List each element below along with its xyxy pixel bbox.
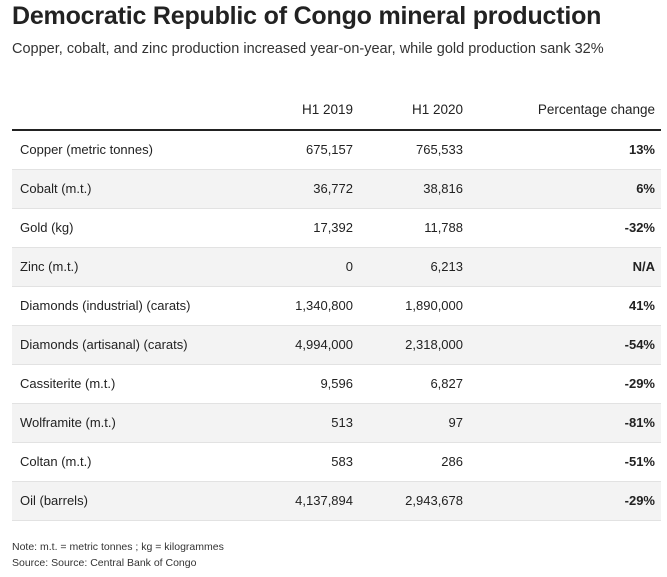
row-h1-2019: 513	[331, 415, 353, 430]
table-row: Oil (barrels) 4,137,894 2,943,678 -29%	[12, 482, 661, 521]
table-row: Gold (kg) 17,392 11,788 -32%	[12, 209, 661, 248]
row-change: -29%	[624, 493, 655, 508]
row-label: Oil (barrels)	[20, 493, 88, 508]
row-change: 41%	[628, 298, 655, 313]
row-h1-2020: 765,533	[416, 142, 463, 157]
table-row: Coltan (m.t.) 583 286 -51%	[12, 443, 661, 482]
table-row: Cassiterite (m.t.) 9,596 6,827 -29%	[12, 365, 661, 404]
row-h1-2020: 38,816	[423, 181, 463, 196]
row-h1-2020: 6,213	[430, 259, 463, 274]
source-note: Source: Source: Central Bank of Congo	[12, 557, 197, 569]
row-label: Cassiterite (m.t.)	[20, 376, 116, 391]
row-change: 6%	[636, 181, 655, 196]
row-h1-2019: 17,392	[313, 220, 353, 235]
row-h1-2020: 11,788	[424, 220, 463, 235]
table-row: Wolframite (m.t.) 513 97 -81%	[12, 404, 661, 443]
row-label: Wolframite (m.t.)	[20, 415, 116, 430]
page-subtitle: Copper, cobalt, and zinc production incr…	[12, 41, 604, 57]
row-change: -29%	[624, 376, 655, 391]
header-h1-2020: H1 2020	[411, 102, 463, 117]
row-h1-2019: 4,137,894	[295, 493, 353, 508]
row-h1-2020: 6,827	[430, 376, 463, 391]
row-h1-2020: 2,318,000	[405, 337, 463, 352]
row-h1-2020: 286	[441, 454, 463, 469]
row-h1-2019: 583	[331, 454, 353, 469]
row-h1-2020: 2,943,678	[405, 493, 463, 508]
header-percentage-change: Percentage change	[537, 102, 655, 117]
header-h1-2019: H1 2019	[301, 102, 353, 117]
row-h1-2020: 97	[448, 415, 463, 430]
table-row: Zinc (m.t.) 0 6,213 N/A	[12, 248, 661, 287]
row-label: Copper (metric tonnes)	[20, 142, 153, 157]
row-change: 13%	[628, 142, 655, 157]
row-label: Coltan (m.t.)	[20, 454, 92, 469]
table-row: Cobalt (m.t.) 36,772 38,816 6%	[12, 170, 661, 209]
row-change: -51%	[624, 454, 655, 469]
table-header-row: H1 2019 H1 2020 Percentage change	[12, 91, 661, 131]
row-change: -32%	[624, 220, 655, 235]
row-label: Zinc (m.t.)	[20, 259, 79, 274]
row-h1-2019: 36,772	[313, 181, 353, 196]
row-label: Gold (kg)	[20, 220, 74, 235]
row-change: -81%	[624, 415, 655, 430]
row-h1-2019: 4,994,000	[295, 337, 353, 352]
production-table: H1 2019 H1 2020 Percentage change Copper…	[12, 91, 661, 521]
row-change: -54%	[624, 337, 655, 352]
page-title: Democratic Republic of Congo mineral pro…	[12, 2, 602, 30]
footnote: Note: m.t. = metric tonnes ; kg = kilogr…	[12, 541, 224, 553]
table-row: Diamonds (artisanal) (carats) 4,994,000 …	[12, 326, 661, 365]
row-change: N/A	[632, 259, 655, 274]
row-label: Cobalt (m.t.)	[20, 181, 92, 196]
row-h1-2019: 675,157	[306, 142, 353, 157]
row-label: Diamonds (industrial) (carats)	[20, 298, 191, 313]
row-h1-2019: 9,596	[320, 376, 353, 391]
row-h1-2019: 1,340,800	[295, 298, 353, 313]
row-h1-2020: 1,890,000	[405, 298, 463, 313]
row-label: Diamonds (artisanal) (carats)	[20, 337, 188, 352]
row-h1-2019: 0	[345, 259, 353, 274]
table-row: Diamonds (industrial) (carats) 1,340,800…	[12, 287, 661, 326]
table-row: Copper (metric tonnes) 675,157 765,533 1…	[12, 131, 661, 170]
